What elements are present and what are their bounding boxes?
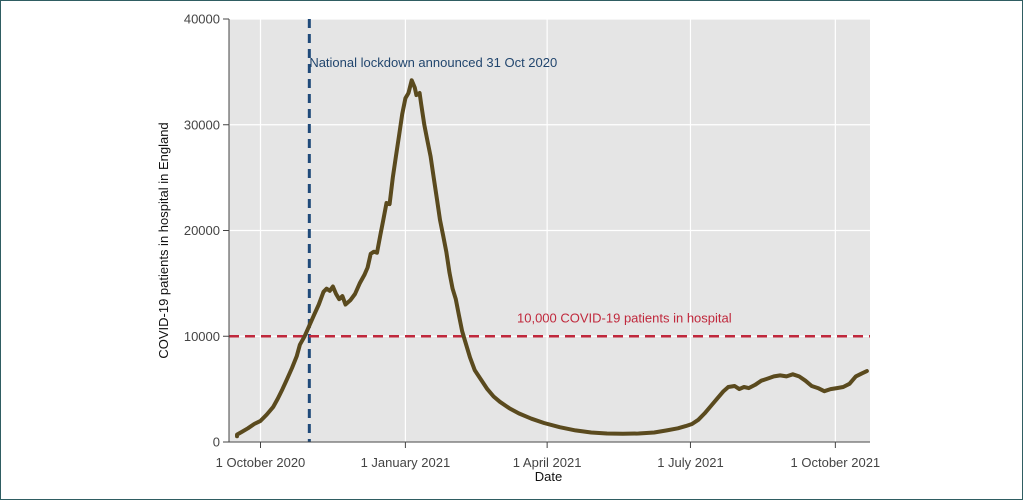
- y-tick-label: 10000: [184, 329, 220, 344]
- y-tick-label: 20000: [184, 223, 220, 238]
- series-layer: [235, 78, 869, 439]
- y-tick-label: 40000: [184, 12, 220, 27]
- y-tick-label: 0: [213, 435, 220, 450]
- x-axis-title: Date: [535, 469, 562, 484]
- series-line-hospital-patients: [235, 78, 869, 439]
- reference-lines: [229, 19, 870, 442]
- x-tick-label: 1 January 2021: [361, 455, 451, 470]
- x-tick-label: 1 October 2020: [216, 455, 306, 470]
- axes: 0 10000 20000 30000 40000 1 October 2020 1 Jan…: [184, 12, 880, 471]
- y-axis-title: COVID-19 patients in hospital in England: [156, 122, 171, 358]
- threshold-annotation: 10,000 COVID-19 patients in hospital: [517, 310, 732, 325]
- lockdown-annotation: National lockdown announced 31 Oct 2020: [309, 55, 557, 70]
- x-tick-label: 1 October 2021: [791, 455, 881, 470]
- x-tick-label: 1 April 2021: [513, 455, 582, 470]
- x-tick-label: 1 July 2021: [657, 455, 724, 470]
- y-tick-label: 30000: [184, 117, 220, 132]
- annotations: National lockdown announced 31 Oct 2020 1…: [309, 55, 731, 325]
